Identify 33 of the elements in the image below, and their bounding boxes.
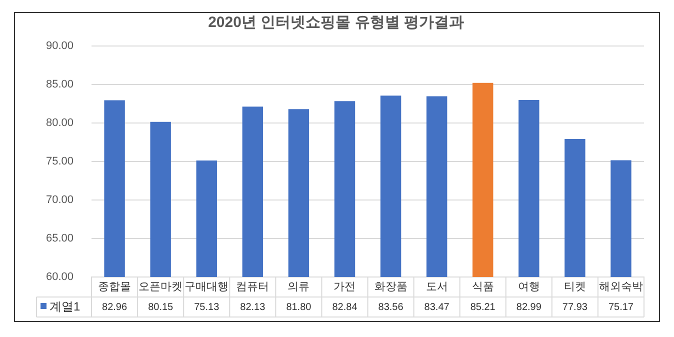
- data-label: 82.99: [516, 302, 542, 313]
- data-label: 75.13: [194, 302, 220, 313]
- data-label: 85.21: [470, 302, 496, 313]
- x-tick-label: 종합몰: [98, 281, 132, 294]
- y-tick-label: 60.00: [46, 271, 74, 284]
- data-label: 81.80: [286, 302, 312, 313]
- y-tick-label: 90.00: [46, 40, 74, 52]
- legend-label: 계열1: [50, 299, 81, 314]
- data-label: 82.13: [240, 302, 266, 313]
- chart-title: 2020년 인터넷쇼핑몰 유형별 평가결과: [208, 14, 464, 32]
- x-tick-label: 의류: [288, 281, 310, 294]
- x-tick-label: 컴퓨터: [236, 281, 270, 294]
- data-label: 83.56: [378, 302, 404, 313]
- x-tick-label: 여행: [518, 281, 540, 294]
- data-label: 82.84: [332, 302, 358, 313]
- data-label: 82.96: [102, 302, 128, 313]
- x-tick-label: 도서: [426, 281, 448, 294]
- y-tick-label: 65.00: [46, 232, 74, 245]
- x-tick-label: 식품: [472, 281, 494, 294]
- y-tick-label: 80.00: [46, 117, 74, 130]
- data-label: 77.93: [562, 302, 588, 313]
- x-tick-label: 해외숙박: [598, 281, 643, 294]
- x-tick-label: 오픈마켓: [138, 281, 183, 294]
- y-tick-label: 85.00: [46, 78, 74, 91]
- y-tick-label: 75.00: [46, 156, 74, 168]
- x-tick-label: 구매대행: [184, 281, 229, 294]
- x-tick-label: 가전: [334, 281, 356, 294]
- data-label: 83.47: [424, 302, 450, 313]
- data-label: 80.15: [148, 302, 174, 313]
- x-tick-label: 화장품: [374, 281, 408, 294]
- x-tick-label: 티켓: [564, 281, 586, 294]
- y-tick-label: 70.00: [46, 194, 74, 206]
- data-label: 75.17: [608, 302, 634, 313]
